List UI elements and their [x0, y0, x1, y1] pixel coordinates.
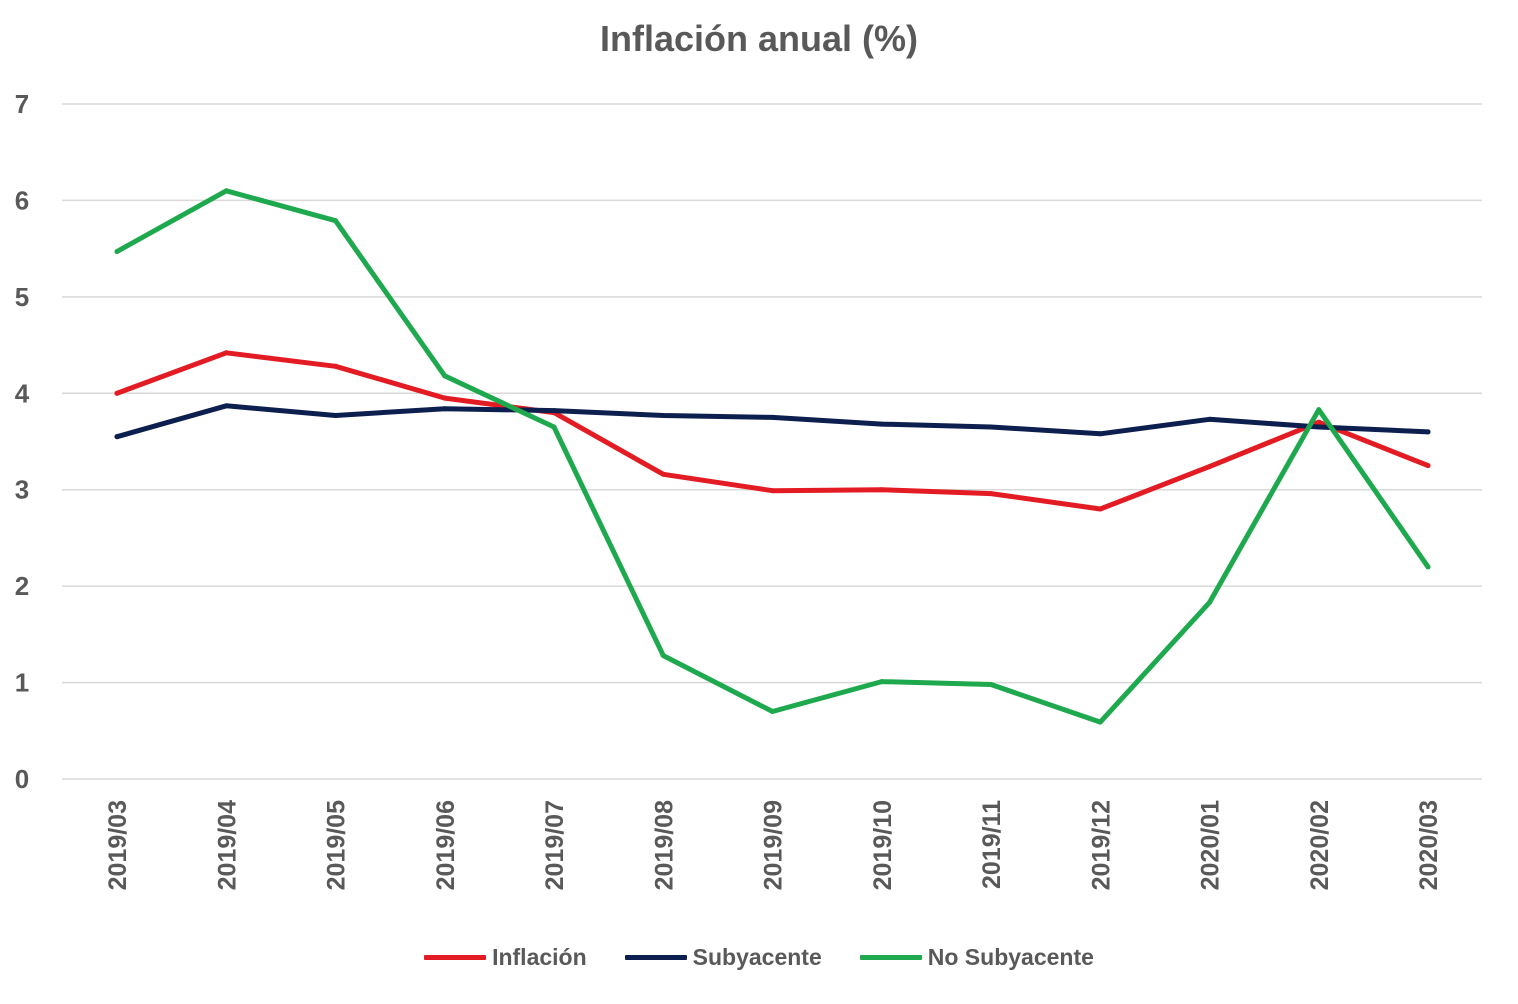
data-point	[879, 421, 885, 427]
data-point	[114, 434, 120, 440]
legend-swatch-inflacion	[424, 955, 487, 960]
data-point	[660, 412, 666, 418]
data-point	[1097, 506, 1103, 512]
data-point	[333, 363, 338, 369]
data-point	[660, 471, 666, 477]
legend-swatch-no-subyacente	[859, 955, 922, 960]
data-point	[442, 395, 448, 401]
series-lines	[114, 188, 1431, 725]
data-point	[1207, 600, 1212, 606]
legend-label-subyacente: Subyacente	[692, 944, 822, 970]
data-point	[988, 424, 994, 430]
legend-swatch-subyacente	[624, 955, 687, 960]
data-point	[551, 424, 557, 430]
data-point	[770, 488, 775, 494]
data-point	[114, 390, 120, 396]
data-point	[1207, 416, 1212, 422]
y-tick-label: 1	[15, 668, 29, 698]
x-tick-label: 2019/08	[650, 800, 678, 890]
data-point	[1316, 419, 1322, 425]
data-point	[223, 403, 229, 409]
data-point	[988, 682, 994, 687]
x-tick-label: 2019/11	[978, 800, 1006, 889]
y-tick-label: 7	[15, 89, 29, 119]
data-point	[1097, 719, 1103, 725]
data-point	[551, 408, 557, 414]
gridlines	[62, 103, 1482, 780]
data-point	[1316, 424, 1322, 430]
data-point	[879, 679, 885, 685]
data-point	[1097, 431, 1103, 437]
x-tick-label: 2020/03	[1415, 800, 1443, 890]
data-point	[770, 709, 775, 714]
data-point	[879, 487, 885, 493]
data-point	[660, 653, 666, 659]
x-tick-label: 2019/04	[213, 800, 241, 890]
x-tick-label: 2019/07	[541, 800, 569, 890]
legend-label-no-subyacente: No Subyacente	[927, 944, 1094, 970]
data-point	[442, 406, 448, 412]
chart-legend: Inflación Subyacente No Subyacente	[0, 944, 1518, 971]
data-point	[114, 249, 120, 255]
series-line-0	[114, 350, 1431, 512]
y-tick-label: 4	[15, 378, 30, 408]
legend-item-subyacente: Subyacente	[624, 944, 822, 971]
y-tick-label: 2	[15, 571, 29, 601]
x-tick-label: 2019/09	[760, 800, 788, 890]
x-tick-label: 2019/10	[869, 800, 897, 890]
data-point	[770, 414, 775, 420]
data-point	[1425, 564, 1431, 570]
legend-item-no-subyacente: No Subyacente	[859, 944, 1094, 971]
data-point	[1425, 463, 1431, 469]
x-tick-label: 2020/02	[1306, 800, 1334, 890]
legend-label-inflacion: Inflación	[492, 944, 587, 970]
y-axis-ticks: 0 1 2 3 4 5 6 7	[15, 89, 30, 794]
data-point	[333, 412, 338, 418]
x-tick-label: 2019/03	[104, 800, 132, 890]
x-tick-label: 2019/06	[432, 800, 460, 890]
data-point	[333, 218, 338, 224]
x-tick-label: 2019/05	[323, 800, 351, 890]
data-point	[1207, 464, 1212, 470]
data-point	[442, 373, 448, 379]
y-tick-label: 3	[15, 475, 29, 505]
chart-title: Inflación anual (%)	[599, 18, 919, 59]
data-point	[223, 350, 229, 356]
x-tick-label: 2019/12	[1087, 800, 1115, 890]
y-tick-label: 6	[15, 185, 29, 215]
data-point	[1316, 407, 1322, 413]
y-tick-label: 5	[15, 282, 29, 312]
data-point	[223, 188, 229, 194]
data-point	[1425, 429, 1431, 435]
y-tick-label: 0	[15, 764, 29, 794]
series-line-1	[114, 403, 1431, 440]
x-tick-label: 2020/01	[1197, 800, 1225, 890]
x-axis-ticks: 2019/03 2019/04 2019/05 2019/06 2019/07 2019/…	[104, 800, 1443, 890]
data-point	[988, 491, 994, 497]
legend-item-inflacion: Inflación	[424, 944, 587, 971]
